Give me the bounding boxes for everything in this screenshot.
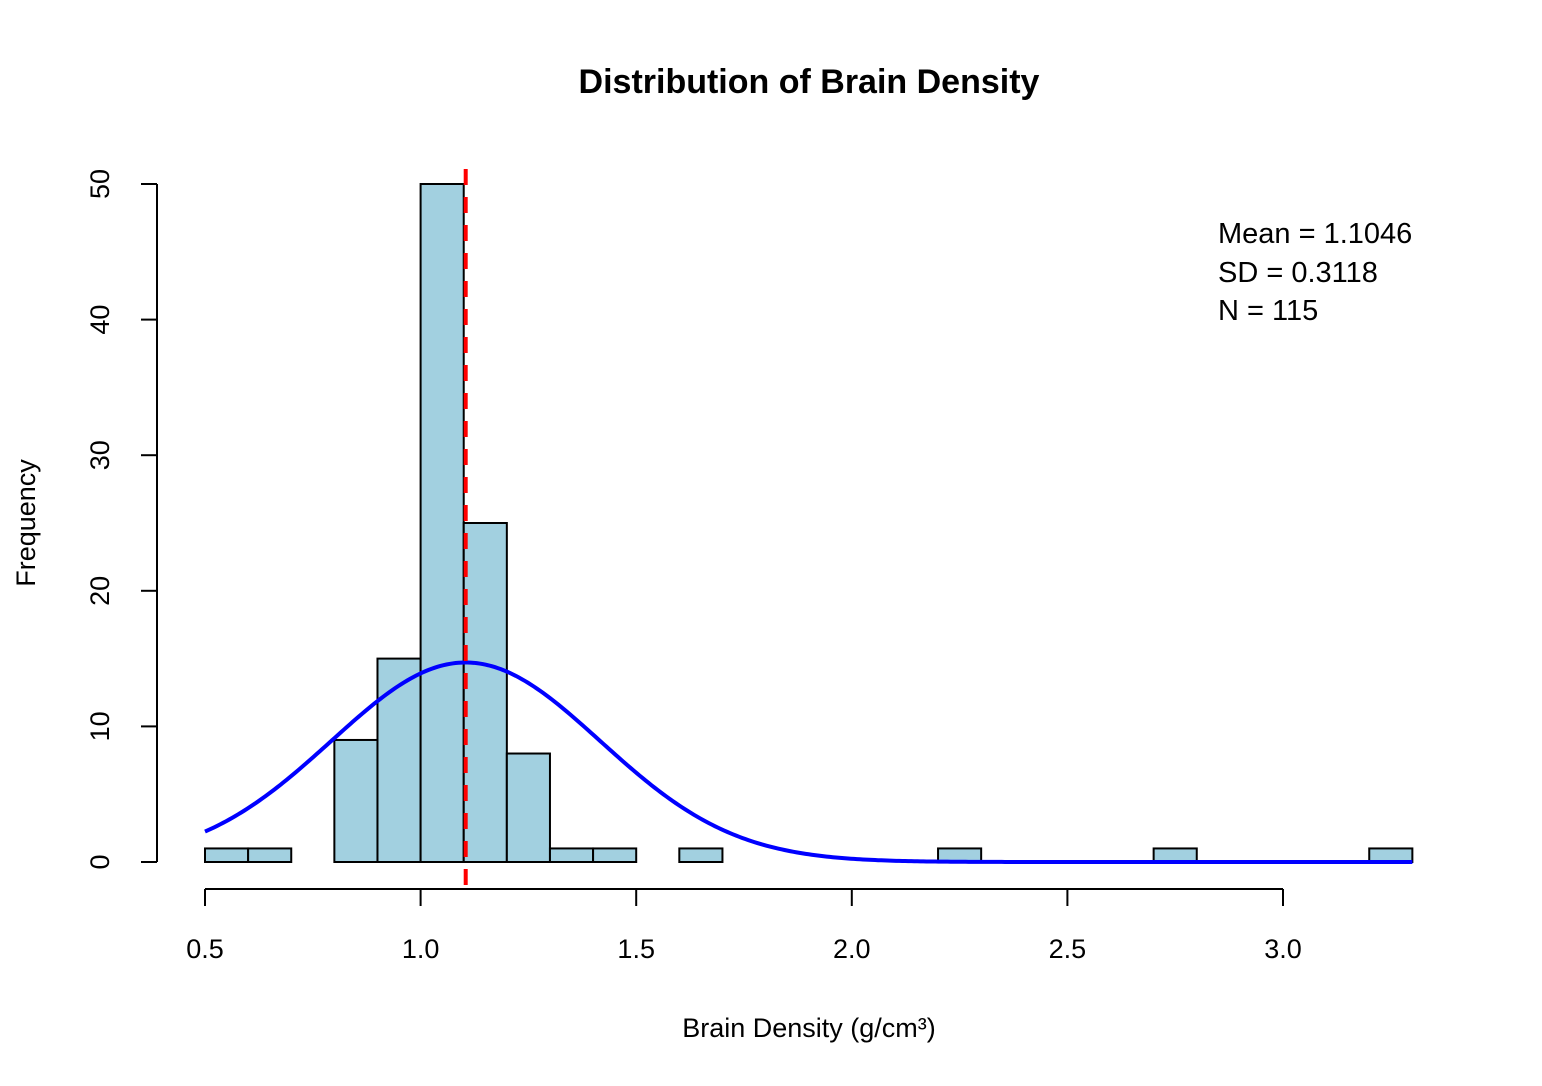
histogram-bar-4 [421,184,464,862]
y-tick-label: 30 [85,440,115,470]
x-tick-label: 2.0 [833,934,871,964]
histogram-bar-3 [377,659,420,862]
histogram-bar-6 [507,754,550,862]
histogram-bar-2 [334,740,377,862]
x-axis: 0.5 1.0 1.5 2.0 2.5 3.0 [186,889,1302,964]
y-tick-label: 0 [85,854,115,869]
x-axis-ticks: 0.5 1.0 1.5 2.0 2.5 3.0 [186,889,1302,964]
histogram-bar-11 [1154,848,1197,862]
y-tick-label: 10 [85,711,115,741]
y-tick-label: 50 [85,169,115,199]
y-tick-label: 40 [85,305,115,335]
histogram-bar-8 [593,848,636,862]
histogram-bar-9 [679,848,722,862]
y-axis-ticks: 0 10 20 30 40 50 [85,169,157,870]
histogram-bar-7 [550,848,593,862]
x-tick-label: 3.0 [1264,934,1302,964]
x-tick-label: 1.5 [617,934,655,964]
histogram-bar-5 [464,523,507,862]
stats-annotation: Mean = 1.1046 SD = 0.3118 N = 115 [1218,218,1412,327]
y-tick-label: 20 [85,576,115,606]
histogram-bar-12 [1369,848,1412,862]
stats-mean-text: Mean = 1.1046 [1218,218,1412,250]
y-axis: 0 10 20 30 40 50 [85,169,157,870]
stats-sd-text: SD = 0.3118 [1218,257,1378,289]
x-tick-label: 0.5 [186,934,224,964]
x-tick-label: 1.0 [402,934,440,964]
histogram-bar-0 [205,848,248,862]
x-axis-label: Brain Density (g/cm³) [682,1013,936,1043]
y-axis-label: Frequency [11,459,41,587]
chart-title: Distribution of Brain Density [579,63,1040,101]
x-tick-label: 2.5 [1049,934,1087,964]
stats-n-text: N = 115 [1218,295,1318,327]
histogram-bar-1 [248,848,291,862]
